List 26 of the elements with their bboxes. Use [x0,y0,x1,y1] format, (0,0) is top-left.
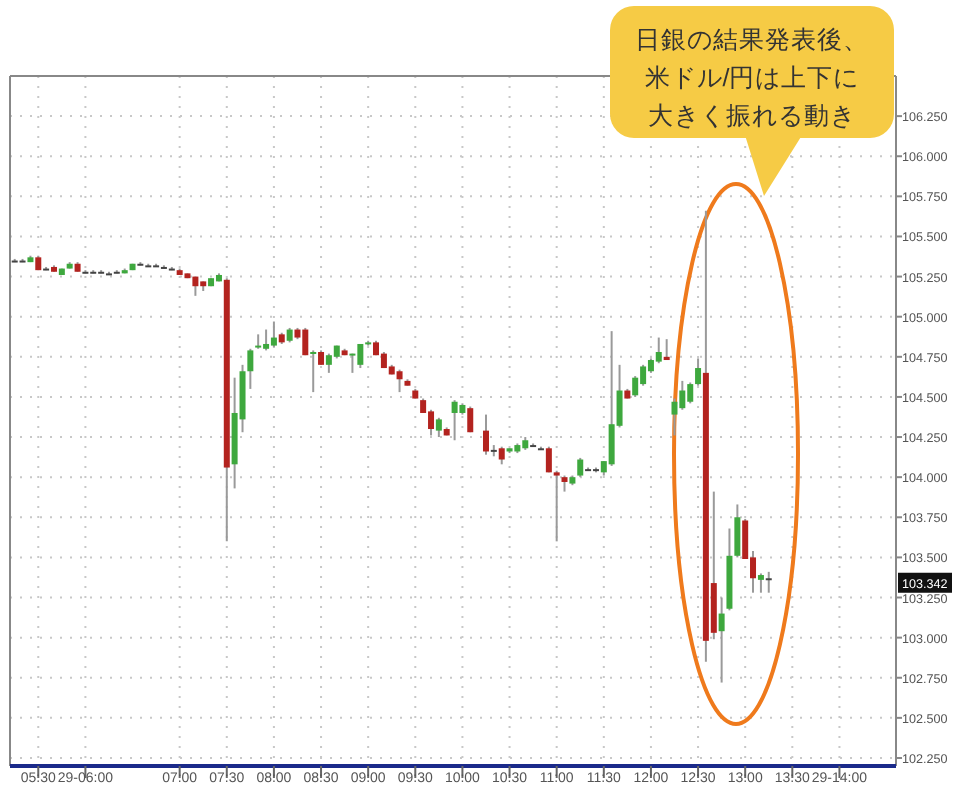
candlestick [263,328,270,352]
candlestick [640,363,647,387]
candlestick [396,368,403,394]
candlestick [435,416,442,439]
candlestick [482,413,489,456]
candlestick [428,408,435,437]
candlestick [451,399,458,442]
candlestick [325,352,332,374]
candlestick [734,503,741,559]
candlestick [687,381,694,405]
candlestick [310,349,317,394]
candlestick [302,326,309,357]
candlestick [757,572,764,594]
candlestick [357,342,364,370]
candlestick [695,357,702,387]
candlestick [349,352,356,374]
candlestick [655,336,662,365]
candlestick [255,333,262,350]
candlestick [577,456,584,479]
candlestick [765,570,772,594]
candlestick [553,469,560,543]
candlestick [608,330,615,467]
candlestick [270,320,277,349]
annotation: 日銀の結果発表後、米ドル/円は上下に大きく振れる動き [635,26,869,130]
candlestick [467,405,474,434]
candlestick [545,445,552,474]
